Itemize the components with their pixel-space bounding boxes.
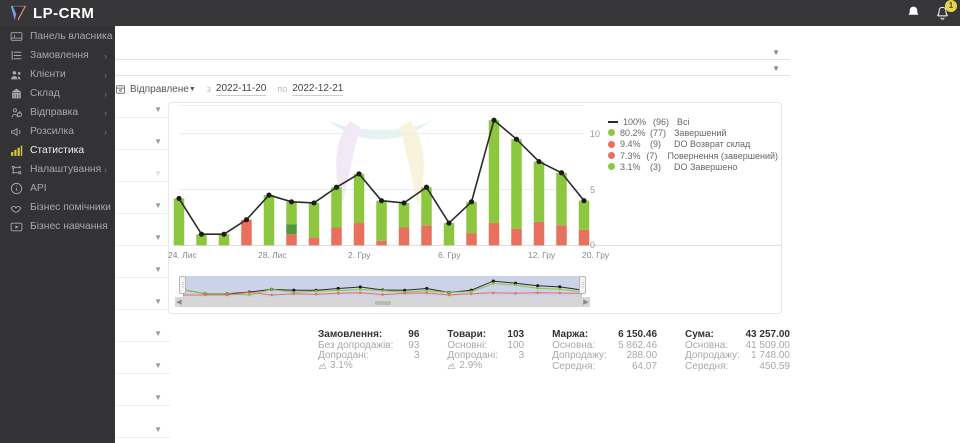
svg-text:10: 10 <box>590 129 600 139</box>
svg-text:5: 5 <box>590 185 595 195</box>
svg-text:0: 0 <box>590 240 595 250</box>
